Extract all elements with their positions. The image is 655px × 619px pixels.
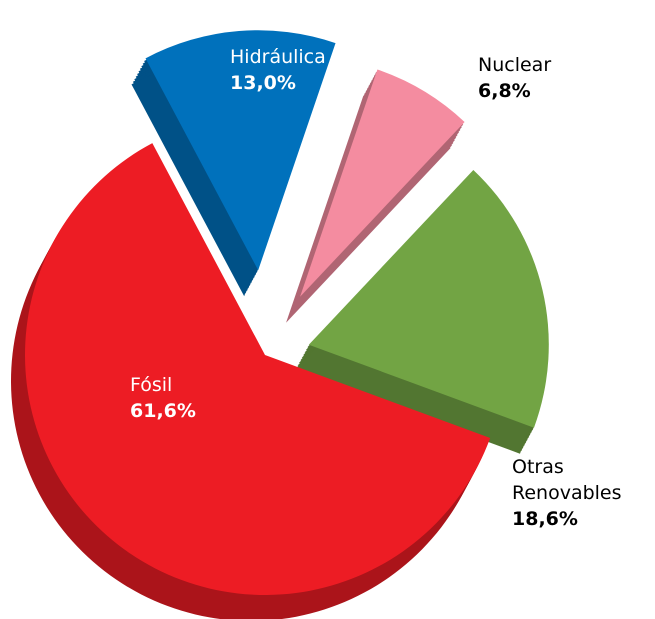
value-label: 13,0%	[230, 72, 296, 94]
category-name: Nuclear	[478, 54, 552, 76]
slice	[308, 169, 549, 428]
slice	[145, 30, 336, 271]
value-label: 18,6%	[512, 508, 578, 530]
slice	[24, 143, 491, 595]
category-name: Otras Renovables	[512, 456, 622, 504]
value-label: 61,6%	[130, 400, 196, 422]
slice	[300, 69, 465, 297]
slice-label: Nuclear 6,8%	[478, 52, 608, 104]
slice-label: Otras Renovables 18,6%	[512, 454, 652, 532]
slice-label: Fósil 61,6%	[130, 372, 220, 424]
slice-label: Hidráulica 13,0%	[230, 44, 360, 96]
category-name: Fósil	[130, 374, 173, 396]
value-label: 6,8%	[478, 80, 531, 102]
category-name: Hidráulica	[230, 46, 326, 68]
